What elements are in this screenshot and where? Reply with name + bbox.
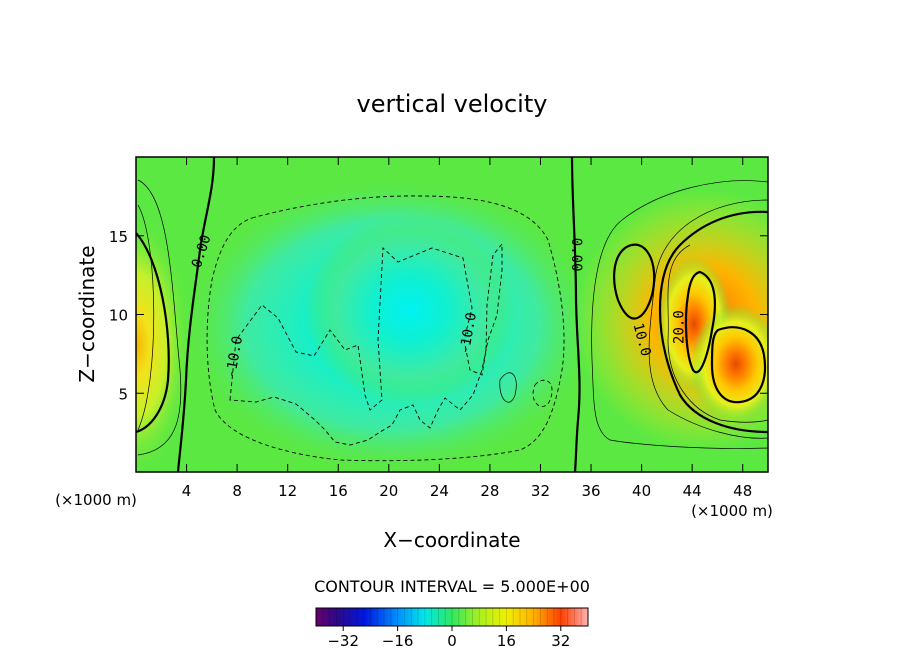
zero-contour-right [570, 157, 581, 472]
colorbar: −32 −16 0 16 32 [315, 607, 589, 650]
thick-contours [136, 157, 768, 472]
downdraft-core [305, 215, 515, 405]
contour-line [591, 180, 768, 449]
left-updraft [136, 215, 191, 472]
y-tick-label: 15 [109, 228, 128, 246]
x-unit-label-left: (×1000 m) [55, 491, 137, 509]
colorbar-fill [316, 608, 588, 626]
ten-contour-inner [613, 243, 656, 320]
x-tick-label: 44 [683, 482, 702, 500]
colorbar-tick-label: 16 [497, 632, 516, 650]
contour-interval-label: CONTOUR INTERVAL = 5.000E+00 [314, 577, 590, 596]
colorbar-tick-label: −16 [382, 632, 414, 650]
x-axis-label: X−coordinate [383, 528, 520, 552]
colorbar-tick-label: −32 [327, 632, 359, 650]
zero-contour-edge [136, 232, 170, 434]
contour-label: 0.00 [568, 238, 584, 272]
contour-line [137, 179, 182, 456]
y-tick-label: 5 [118, 385, 128, 403]
contour-line [229, 242, 503, 446]
contour-line [667, 244, 768, 423]
x-tick-label: 28 [480, 482, 499, 500]
x-tick-label: 36 [581, 482, 600, 500]
colorbar-ticks: −32 −16 0 16 32 [327, 626, 570, 650]
x-tick-label: 4 [182, 482, 192, 500]
contour-line [206, 195, 565, 462]
x-tick-label: 32 [531, 482, 550, 500]
y-axis-label: Z−coordinate [75, 245, 99, 382]
shaded-field [136, 157, 768, 472]
x-tick-label: 40 [632, 482, 651, 500]
x-unit-label-right: (×1000 m) [691, 502, 773, 520]
right-updraft-lower [690, 304, 768, 424]
twenty-contour-lower [710, 326, 766, 404]
colorbar-divisions [322, 608, 582, 626]
contour-label: -10.0 [457, 311, 480, 355]
contour-line [648, 199, 768, 439]
colorbar-tick-label: 32 [551, 632, 570, 650]
contour-label: -10.0 [223, 335, 246, 379]
contour-line [137, 204, 155, 431]
x-tick-label: 20 [379, 482, 398, 500]
x-tick-label: 24 [430, 482, 449, 500]
x-axis-ticks: 4 8 12 16 20 24 28 32 36 40 44 48 [182, 157, 752, 500]
colorbar-tick-label: 0 [447, 632, 457, 650]
contour-line [499, 372, 517, 403]
y-axis-ticks: 5 10 15 [109, 228, 768, 403]
negative-contours [206, 195, 565, 462]
contour-label: 20.0 [672, 310, 688, 344]
zero-contour-left [176, 157, 216, 472]
x-tick-label: 12 [278, 482, 297, 500]
x-tick-label: 16 [329, 482, 348, 500]
x-tick-label: 8 [232, 482, 242, 500]
twenty-contour-upper [684, 270, 716, 374]
ten-contour [658, 210, 768, 434]
chart-title: vertical velocity [357, 90, 548, 118]
thin-contours [137, 179, 768, 456]
y-tick-label: 10 [109, 307, 128, 325]
x-tick-label: 48 [733, 482, 752, 500]
